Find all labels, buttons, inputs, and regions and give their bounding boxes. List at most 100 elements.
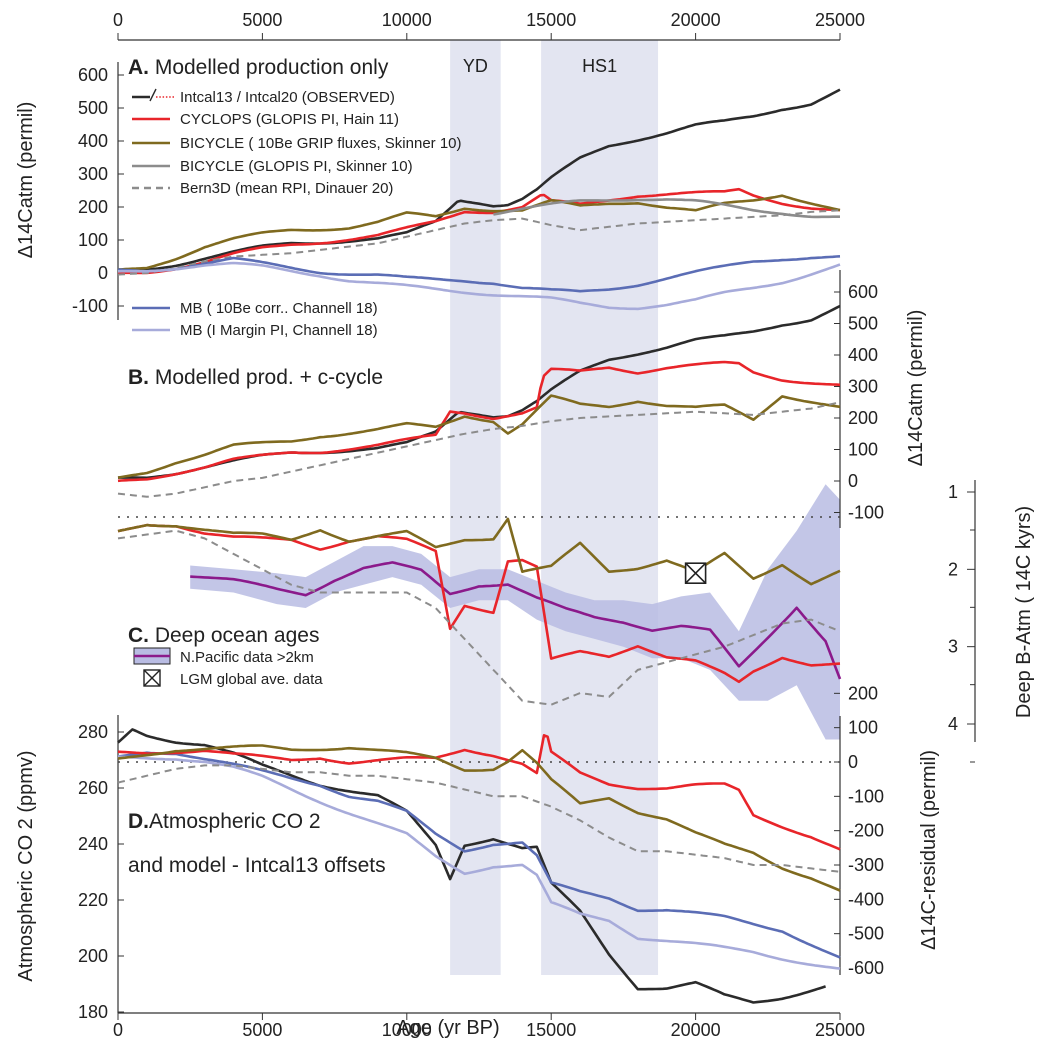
panel-d-title-text: Atmospheric CO 2	[149, 810, 321, 833]
panel-d-right-y-tick-label-5: -100	[848, 786, 884, 806]
x-tick-label-top-15000: 15000	[526, 10, 576, 30]
panel-a-cyclops-glopis-pi-hain-11-line	[118, 187, 841, 275]
shaded-period-bands	[450, 40, 659, 975]
panel-b-y-tick-label-7: 600	[848, 282, 878, 302]
panel-d-right-y-tick-label-3: -300	[848, 855, 884, 875]
x-tick-label-bottom-0: 0	[113, 1020, 123, 1038]
panel-d-y-tick-label-0: 180	[78, 1002, 108, 1022]
legend-item-npacific: N.Pacific data >2km	[133, 647, 314, 666]
panel-b-y-tick-label-4: 300	[848, 377, 878, 397]
legend-label-npacific: N.Pacific data >2km	[180, 649, 314, 666]
panel-a-y-tick-label-1: 0	[98, 263, 108, 283]
panel-b-title: B. Modelled prod. + c-cycle	[128, 366, 383, 389]
panel-d-right-y-tick-label-7: 100	[848, 718, 878, 738]
panel-a-intcal13-intcal20-observed-line	[118, 88, 841, 271]
panel-a-y-tick-label-4: 300	[78, 164, 108, 184]
panel-b-y-tick-label-5: 400	[848, 345, 878, 365]
panel-c-title-text: Deep ocean ages	[149, 624, 319, 647]
legend-label-mb-imargin: MB (I Margin PI, Channell 18)	[180, 322, 378, 339]
npacific-band	[190, 484, 840, 740]
panel-d-bicycle-10be-grip-fluxes-skinner-10-line	[117, 744, 841, 892]
panel-b-y-tick-label-1: 0	[848, 471, 858, 491]
panel-d-mb-10be-corr-channell-18-line	[117, 751, 841, 959]
panel-b-bicycle-10be-grip-fluxes-skinner-10-line	[117, 394, 841, 479]
x-tick-label-top-0: 0	[113, 10, 123, 30]
panel-d-y-axis-title: Atmospheric CO 2 (ppmv)	[15, 750, 37, 981]
panel-a-letter: A.	[128, 56, 149, 79]
panel-d-right-y-axis-title: Δ14C-residual (permil)	[918, 750, 940, 950]
x-tick-label-top-25000: 25000	[815, 10, 865, 30]
panel-a-title-text: Modelled production only	[149, 56, 389, 79]
panel-b-y-tick-label-0: -100	[848, 503, 884, 523]
panel-c-letter: C.	[128, 624, 149, 647]
shaded-band-yd	[450, 40, 501, 975]
panel-d-cyclops-glopis-pi-hain-11-line	[117, 734, 841, 851]
legend-item-mb-10be: MB ( 10Be corr.. Channell 18)	[132, 300, 378, 317]
panel-a-bern3d-mean-rpi-dinauer-20-line	[117, 209, 841, 276]
panel-d-mb-i-margin-pi-channell-18-line	[117, 755, 841, 970]
panel-c-bern3d-mean-rpi-dinauer-20-line	[117, 529, 841, 706]
panel-d-y-tick-label-4: 260	[78, 778, 108, 798]
panel-a-y-axis-title: Δ14Catm (permil)	[15, 102, 37, 259]
panel-d-bern3d-mean-rpi-dinauer-20-line	[117, 764, 841, 873]
panel-b-title-text: Modelled prod. + c-cycle	[149, 366, 383, 389]
panel-d-title: D.Atmospheric CO 2	[128, 810, 321, 833]
x-tick-label-top-20000: 20000	[671, 10, 721, 30]
panel-d-right-y-tick-label-0: -600	[848, 958, 884, 978]
panel-c-y-tick-label-3: 4	[948, 714, 958, 734]
legend-swatch-slash	[149, 88, 157, 102]
x-tick-label-top-5000: 5000	[242, 10, 282, 30]
panel-d-y-tick-label-2: 220	[78, 890, 108, 910]
series-lines-layer	[117, 88, 842, 1004]
shaded-band-label-hs1: HS1	[582, 56, 617, 76]
panel-a-y-tick-label-2: 100	[78, 230, 108, 250]
panel-c-y-axis-title: Deep B-Atm ( 14C kyrs)	[1013, 506, 1035, 718]
legend-item-mb-imargin: MB (I Margin PI, Channell 18)	[132, 322, 378, 339]
legend-item-intcal: Intcal13 / Intcal20 (OBSERVED)	[132, 88, 395, 106]
x-tick-label-bottom-5000: 5000	[242, 1020, 282, 1038]
panel-d-right-y-tick-label-1: -500	[848, 924, 884, 944]
x-tick-label-top-10000: 10000	[382, 10, 432, 30]
panel-d-y-tick-label-3: 240	[78, 834, 108, 854]
text-layer: YD HS100500050001000010000150001500020000…	[15, 10, 1035, 1038]
panel-c-cyclops-glopis-pi-hain-11-line	[117, 523, 841, 684]
legend-label-bern3d: Bern3D (mean RPI, Dinauer 20)	[180, 180, 393, 197]
legend-item-bicycle-10be: BICYCLE ( 10Be GRIP fluxes, Skinner 10)	[132, 135, 462, 152]
shaded-band-label-yd: YD	[463, 56, 488, 76]
legend-item-bern3d: Bern3D (mean RPI, Dinauer 20)	[132, 180, 393, 197]
panel-a-bicycle-glopis-pi-skinner-10-line	[493, 198, 840, 219]
panel-b-cyclops-glopis-pi-hain-11-line	[117, 360, 841, 483]
panel-c-n-pacific-data-2km-line	[190, 561, 842, 680]
panel-a-y-tick-label-5: 400	[78, 131, 108, 151]
panel-b-y-tick-label-3: 200	[848, 408, 878, 428]
panel-d-right-y-tick-label-8: 200	[848, 683, 878, 703]
legend-item-bicycle-glopis: BICYCLE (GLOPIS PI, Skinner 10)	[132, 158, 413, 175]
x-tick-label-bottom-15000: 15000	[526, 1020, 576, 1038]
lgm-marker-cross-b	[685, 562, 707, 584]
panel-a-y-tick-label-3: 200	[78, 197, 108, 217]
x-axis-title: Age (yr BP)	[396, 1017, 499, 1038]
panel-b-letter: B.	[128, 366, 149, 389]
panel-a-y-tick-label-0: -100	[72, 296, 108, 316]
x-tick-label-bottom-20000: 20000	[671, 1020, 721, 1038]
panel-d-subtitle: and model - Intcal13 offsets	[128, 854, 386, 877]
panel-a-title: A. Modelled production only	[128, 56, 389, 79]
panel-d-right-y-tick-label-4: -200	[848, 821, 884, 841]
panel-b-y-tick-label-2: 100	[848, 440, 878, 460]
panel-d-y-tick-label-5: 280	[78, 722, 108, 742]
x-tick-label-bottom-25000: 25000	[815, 1020, 865, 1038]
panel-a-y-tick-label-7: 600	[78, 65, 108, 85]
legend-label-bicycle-10be: BICYCLE ( 10Be GRIP fluxes, Skinner 10)	[180, 135, 462, 152]
x-tick-label-bottom-10000: 10000	[382, 1020, 432, 1038]
panel-d-right-y-tick-label-2: -400	[848, 889, 884, 909]
panel-a-mb-10be-corr-channell-18-line	[117, 255, 841, 293]
npacific-uncertainty-band	[190, 484, 840, 740]
panel-b-bern3d-mean-rpi-dinauer-20-line	[117, 401, 841, 498]
legend-label-cyclops: CYCLOPS (GLOPIS PI, Hain 11)	[180, 111, 399, 128]
panel-c-y-tick-label-0: 1	[948, 482, 958, 502]
panel-c-y-tick-label-2: 3	[948, 637, 958, 657]
panel-d-letter: D.	[128, 810, 149, 833]
panel-c-title: C. Deep ocean ages	[128, 624, 319, 647]
legend-item-cyclops: CYCLOPS (GLOPIS PI, Hain 11)	[132, 111, 399, 128]
